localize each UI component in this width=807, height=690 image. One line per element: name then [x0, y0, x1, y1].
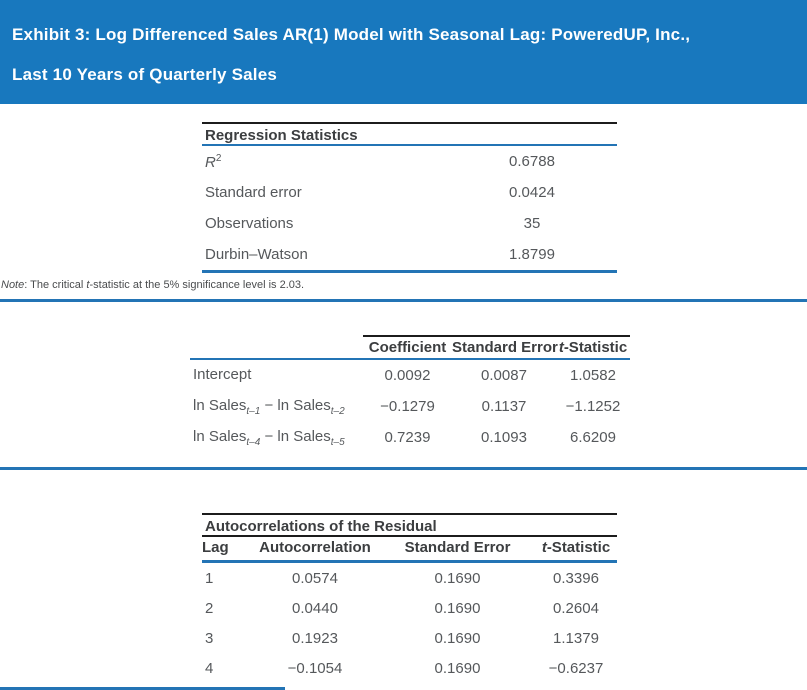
t-statistic-value: −0.6237	[548, 659, 604, 677]
table-row: 1 0.0574 0.1690 0.3396	[202, 563, 617, 593]
lag-value: 3	[205, 629, 214, 647]
label-mid: − ln Sales	[260, 427, 331, 445]
t-statistic-column-header: t-Statistic	[556, 335, 630, 358]
t-rest: -Statistic	[546, 539, 611, 556]
note-word: Note	[1, 279, 25, 291]
standard-error-value: 0.1137	[481, 398, 527, 415]
coefficient-column-header: Coefficient	[363, 335, 452, 358]
standard-error-value: 0.1690	[434, 629, 481, 647]
autocorrelation-value: 0.1923	[292, 629, 338, 647]
observations-label: Observations	[205, 215, 294, 232]
table-row: Durbin–Watson 1.8799	[202, 239, 617, 270]
t-statistic-value: 0.3396	[553, 569, 599, 587]
table-bottom-rule	[202, 270, 617, 273]
exhibit-title-banner: Exhibit 3: Log Differenced Sales AR(1) M…	[0, 0, 807, 104]
empty-header-cell	[190, 335, 363, 358]
r-squared-base: R	[205, 153, 216, 171]
lag-value: 4	[205, 659, 214, 677]
regression-statistics-header: Regression Statistics	[202, 122, 617, 146]
note-body: : The critical	[24, 279, 87, 291]
autocorrelation-value: 0.0440	[292, 599, 338, 617]
standard-error-column-header: Standard Error	[452, 335, 558, 358]
r-squared-value: 0.6788	[509, 153, 555, 170]
durbin-watson-label: Durbin–Watson	[205, 246, 308, 263]
t-italic: t	[541, 539, 547, 556]
predictor-label: Intercept	[190, 366, 363, 386]
predictor-label: ln Salest–1 − ln Salest–2	[190, 397, 363, 417]
note-t: t	[86, 279, 90, 291]
label-sub1: t–4	[246, 436, 261, 448]
table-row: Observations 35	[202, 208, 617, 239]
label-base1: ln Sales	[193, 396, 247, 414]
label-sub1: t–1	[246, 405, 261, 417]
standard-error-column-header: Standard Error	[404, 539, 511, 556]
table-row: Standard error 0.0424	[202, 177, 617, 208]
r-squared-label: R2	[202, 153, 447, 171]
r-squared-sup: 2	[215, 152, 222, 164]
section-divider-rule	[0, 467, 807, 470]
durbin-watson-value: 1.8799	[509, 246, 555, 263]
standard-error-value: 0.1690	[434, 569, 481, 587]
exhibit-title-line2: Last 10 Years of Quarterly Sales	[12, 65, 278, 84]
table-row: ln Salest–4 − ln Salest–5 0.7239 0.1093 …	[190, 422, 630, 453]
coefficient-table: Coefficient Standard Error t-Statistic I…	[190, 335, 630, 453]
table-row: 4 −0.1054 0.1690 −0.6237	[202, 653, 617, 683]
t-statistic-value: −1.1252	[565, 398, 621, 415]
standard-error-value: 0.0087	[481, 367, 527, 384]
lag-value: 2	[205, 599, 214, 617]
lag-column-header: Lag	[202, 539, 229, 556]
table-row: 2 0.0440 0.1690 0.2604	[202, 593, 617, 623]
t-statistic-value: 0.2604	[553, 599, 599, 617]
autocorrelation-column-header: Autocorrelation	[259, 539, 371, 556]
t-statistic-value: 1.1379	[553, 629, 599, 647]
table-row: Intercept 0.0092 0.0087 1.0582	[190, 360, 630, 391]
autocorrelation-table: Autocorrelations of the Residual Lag Aut…	[202, 513, 617, 683]
autocorrelation-value: 0.0574	[292, 569, 338, 587]
exhibit-title-line1: Exhibit 3: Log Differenced Sales AR(1) M…	[12, 25, 691, 44]
standard-error-value: 0.0424	[509, 184, 555, 201]
note-text: Note: The critical t-statistic at the 5%…	[1, 279, 807, 294]
autocorrelation-table-header: Lag Autocorrelation Standard Error t-Sta…	[202, 537, 617, 563]
coefficient-table-header: Coefficient Standard Error t-Statistic	[190, 335, 630, 360]
standard-error-value: 0.1690	[434, 599, 481, 617]
label-sub2: t–5	[330, 436, 345, 448]
t-statistic-column-header: t-Statistic	[535, 537, 617, 560]
standard-error-label: Standard error	[205, 184, 302, 201]
t-statistic-value: 1.0582	[570, 367, 616, 384]
observations-value: 35	[523, 215, 541, 232]
table-row: 3 0.1923 0.1690 1.1379	[202, 623, 617, 653]
regression-statistics-table: Regression Statistics R2 0.6788 Standard…	[202, 122, 617, 273]
coefficient-value: −0.1279	[380, 398, 435, 415]
t-italic: t	[558, 339, 564, 356]
table-row: ln Salest–1 − ln Salest–2 −0.1279 0.1137…	[190, 391, 630, 422]
label-sub2: t–2	[330, 405, 345, 417]
predictor-label: ln Salest–4 − ln Salest–5	[190, 428, 363, 448]
t-rest: -Statistic	[563, 339, 628, 356]
t-statistic-value: 6.6209	[570, 429, 616, 446]
standard-error-value: 0.1690	[434, 659, 481, 677]
note-rest: -statistic at the 5% significance level …	[89, 279, 305, 291]
lag-value: 1	[205, 569, 214, 587]
label-base1: ln Sales	[193, 427, 247, 445]
section-divider-rule	[0, 299, 807, 302]
autocorrelation-value: −0.1054	[287, 659, 343, 677]
label-mid: − ln Sales	[260, 396, 331, 414]
autocorrelation-table-title: Autocorrelations of the Residual	[202, 513, 617, 537]
label-base1: Intercept	[193, 365, 252, 383]
coefficient-value: 0.0092	[384, 367, 431, 384]
table-row: R2 0.6788	[202, 146, 617, 177]
coefficient-value: 0.7239	[384, 429, 431, 446]
standard-error-value: 0.1093	[481, 429, 527, 446]
